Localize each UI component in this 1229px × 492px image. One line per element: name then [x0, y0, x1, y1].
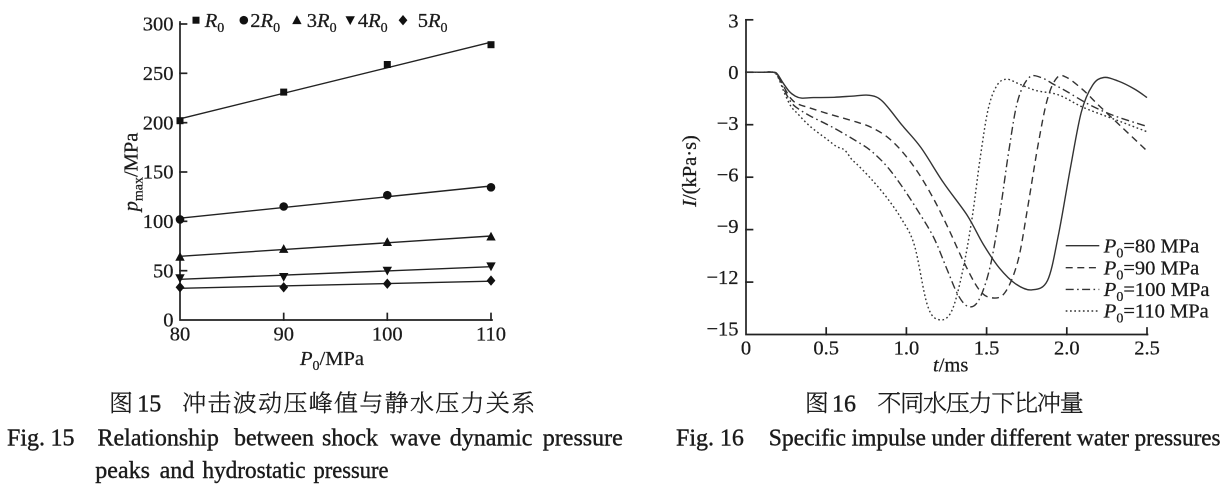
svg-text:0: 0: [741, 338, 751, 360]
svg-text:pressure: pressure: [314, 458, 389, 484]
svg-text:between: between: [234, 425, 314, 451]
svg-text:I/(kPa·s): I/(kPa·s): [679, 135, 701, 208]
svg-text:Relationship: Relationship: [98, 425, 219, 451]
svg-text:4R0: 4R0: [358, 10, 388, 36]
svg-text:P0=110 MPa: P0=110 MPa: [1103, 301, 1209, 327]
svg-text:200: 200: [143, 112, 174, 134]
svg-text:Specific: Specific: [769, 425, 846, 451]
svg-text:110: 110: [476, 324, 506, 346]
svg-text:impulse: impulse: [852, 425, 926, 451]
svg-text:16: 16: [720, 425, 744, 451]
svg-text:P0=80 MPa: P0=80 MPa: [1103, 235, 1199, 261]
svg-text:3: 3: [728, 11, 738, 33]
svg-text:−6: −6: [717, 165, 739, 187]
svg-text:1.0: 1.0: [894, 338, 920, 360]
svg-text:0: 0: [163, 310, 173, 332]
svg-text:3R0: 3R0: [307, 10, 337, 36]
svg-text:100: 100: [143, 211, 174, 233]
svg-text:P0=100 MPa: P0=100 MPa: [1103, 279, 1210, 305]
svg-text:P0/MPa: P0/MPa: [299, 348, 364, 374]
svg-text:300: 300: [143, 14, 174, 36]
svg-text:−12: −12: [706, 267, 738, 289]
svg-text:100: 100: [372, 324, 403, 346]
svg-text:under: under: [932, 425, 985, 451]
svg-text:2R0: 2R0: [250, 10, 280, 36]
svg-text:and: and: [160, 458, 195, 484]
svg-text:−15: −15: [706, 319, 738, 341]
svg-text:pmax/MPa: pmax/MPa: [121, 133, 147, 214]
svg-text:Fig.: Fig.: [7, 425, 45, 451]
svg-text:different: different: [990, 425, 1071, 451]
svg-text:80: 80: [170, 324, 191, 346]
svg-text:P0=90 MPa: P0=90 MPa: [1103, 257, 1199, 283]
svg-text:15: 15: [137, 392, 161, 418]
svg-text:Fig.: Fig.: [676, 425, 714, 451]
svg-text:peaks: peaks: [95, 458, 150, 484]
svg-text:2.5: 2.5: [1134, 338, 1160, 360]
svg-text:R0: R0: [204, 10, 225, 36]
svg-text:pressures: pressures: [1135, 425, 1221, 451]
svg-text:shock: shock: [322, 425, 378, 451]
svg-text:0: 0: [728, 62, 738, 84]
svg-text:hydrostatic: hydrostatic: [203, 458, 306, 484]
svg-text:250: 250: [143, 63, 174, 85]
svg-text:pressure: pressure: [543, 425, 623, 451]
svg-text:15: 15: [51, 425, 75, 451]
svg-text:2.0: 2.0: [1054, 338, 1080, 360]
svg-text:−9: −9: [717, 216, 739, 238]
svg-text:150: 150: [143, 162, 174, 184]
svg-text:dynamic: dynamic: [450, 425, 533, 451]
svg-text:0.5: 0.5: [813, 338, 839, 360]
svg-text:16: 16: [832, 392, 856, 418]
svg-text:90: 90: [273, 324, 294, 346]
svg-text:5R0: 5R0: [418, 10, 448, 36]
svg-text:1.5: 1.5: [974, 338, 1000, 360]
svg-text:t/ms: t/ms: [933, 355, 968, 377]
svg-text:−3: −3: [717, 113, 739, 135]
svg-text:water: water: [1077, 425, 1129, 451]
svg-text:wave: wave: [390, 425, 441, 451]
svg-text:50: 50: [153, 260, 174, 282]
